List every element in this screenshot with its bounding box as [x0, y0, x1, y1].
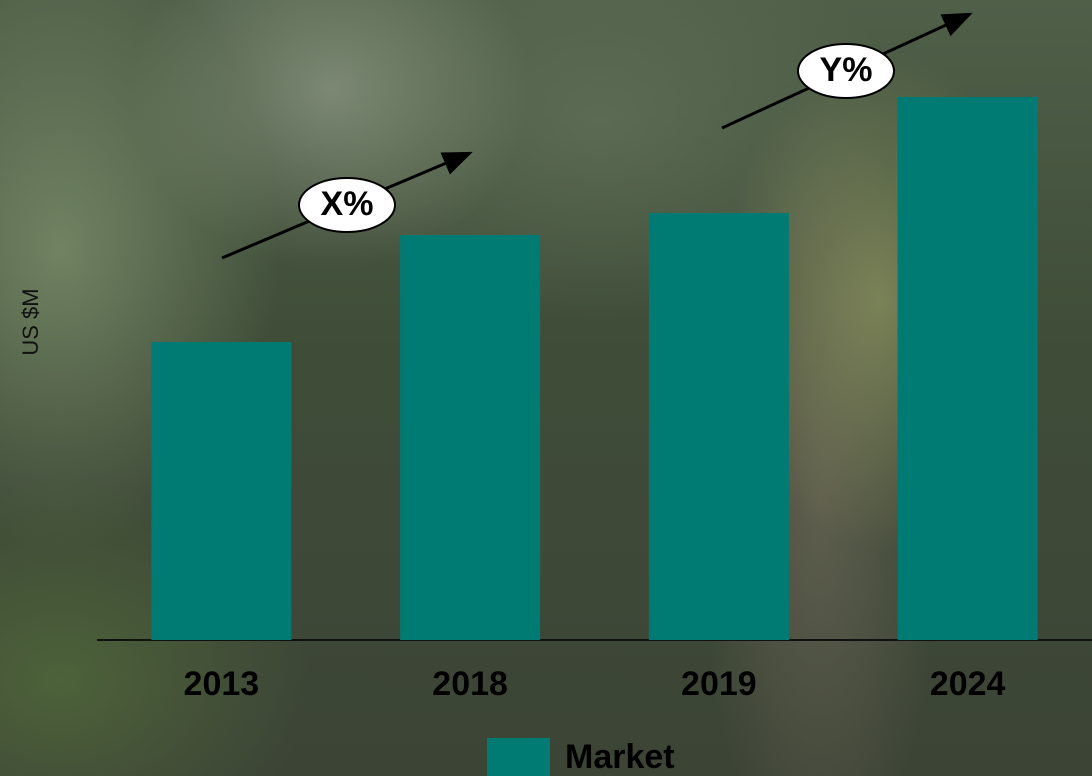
annotation: Y%	[820, 51, 873, 89]
x-tick-label: 2024	[930, 665, 1006, 703]
x-tick-label: 2019	[681, 665, 757, 703]
annotation-bubble	[797, 43, 895, 99]
x-tick-label: 2013	[184, 665, 260, 703]
y-axis-label: US $M	[18, 288, 43, 355]
bar	[400, 235, 541, 640]
bar	[897, 97, 1038, 640]
annotation-bubble	[298, 177, 396, 233]
legend-label: Market	[565, 738, 675, 776]
bar	[648, 213, 789, 640]
bar	[151, 342, 292, 640]
legend-swatch	[487, 738, 550, 776]
x-tick-label: 2018	[432, 665, 508, 703]
annotation: X%	[321, 185, 374, 223]
